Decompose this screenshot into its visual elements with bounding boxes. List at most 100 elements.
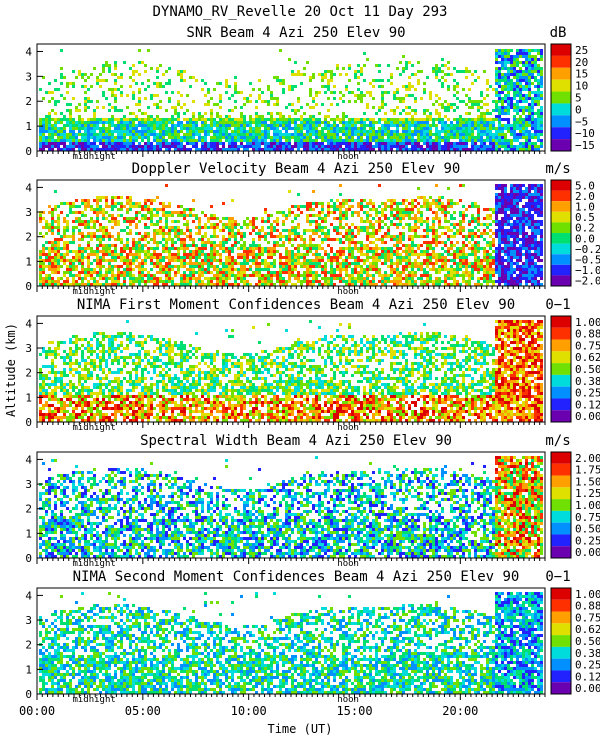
heatmap-cell: [201, 115, 204, 118]
heatmap-cell: [126, 271, 129, 274]
heatmap-cells: [39, 184, 543, 286]
heatmap-cell: [540, 109, 543, 112]
heatmap-cell: [228, 97, 231, 100]
heatmap-cell: [138, 274, 141, 277]
heatmap-cell: [528, 118, 531, 121]
heatmap-cell: [429, 130, 432, 133]
heatmap-cell: [294, 127, 297, 130]
heatmap-cell: [309, 139, 312, 142]
heatmap-cell: [102, 214, 105, 217]
heatmap-cell: [300, 106, 303, 109]
heatmap-cell: [444, 73, 447, 76]
heatmap-cell: [333, 142, 336, 145]
heatmap-cell: [99, 271, 102, 274]
heatmap-cell: [378, 121, 381, 124]
heatmap-cell: [168, 229, 171, 232]
heatmap-cell: [147, 199, 150, 202]
heatmap-cell: [351, 124, 354, 127]
heatmap-cell: [195, 139, 198, 142]
heatmap-cell: [438, 121, 441, 124]
heatmap-cell: [69, 271, 72, 274]
heatmap-cell: [435, 94, 438, 97]
heatmap-cell: [486, 94, 489, 97]
heatmap-cell: [63, 217, 66, 220]
heatmap-cell: [66, 235, 69, 238]
heatmap-cell: [522, 145, 525, 148]
heatmap-cell: [126, 226, 129, 229]
heatmap-cell: [246, 142, 249, 145]
heatmap-cell: [132, 118, 135, 121]
heatmap-cell: [162, 130, 165, 133]
heatmap-cell: [285, 127, 288, 130]
heatmap-cell: [528, 97, 531, 100]
heatmap-cell: [48, 259, 51, 262]
heatmap-cell: [129, 208, 132, 211]
heatmap-cell: [132, 64, 135, 67]
heatmap-cell: [423, 112, 426, 115]
heatmap-cell: [495, 103, 498, 106]
heatmap-cell: [246, 124, 249, 127]
heatmap-cell: [303, 121, 306, 124]
heatmap-cell: [123, 205, 126, 208]
heatmap-cell: [477, 76, 480, 79]
heatmap-cell: [84, 109, 87, 112]
heatmap-cell: [255, 127, 258, 130]
heatmap-cell: [354, 73, 357, 76]
heatmap-cell: [51, 244, 54, 247]
heatmap-cell: [489, 124, 492, 127]
heatmap-cell: [168, 226, 171, 229]
heatmap-cell: [309, 79, 312, 82]
heatmap-cell: [159, 208, 162, 211]
heatmap-cell: [117, 208, 120, 211]
heatmap-cell: [462, 142, 465, 145]
heatmap-cell: [177, 142, 180, 145]
heatmap-cell: [228, 85, 231, 88]
heatmap-cell: [60, 238, 63, 241]
heatmap-cell: [528, 91, 531, 94]
heatmap-cell: [51, 226, 54, 229]
heatmap-cell: [57, 145, 60, 148]
heatmap-cell: [150, 211, 153, 214]
heatmap-cell: [54, 112, 57, 115]
heatmap-cell: [525, 58, 528, 61]
heatmap-cell: [465, 139, 468, 142]
heatmap-cell: [471, 139, 474, 142]
heatmap-cell: [417, 139, 420, 142]
heatmap-cell: [477, 100, 480, 103]
heatmap-cell: [450, 121, 453, 124]
heatmap-cell: [258, 127, 261, 130]
heatmap-cell: [159, 136, 162, 139]
heatmap-cell: [153, 82, 156, 85]
heatmap-cell: [57, 259, 60, 262]
heatmap-cell: [195, 121, 198, 124]
heatmap-cell: [495, 52, 498, 55]
heatmap-cell: [192, 145, 195, 148]
heatmap-cell: [246, 121, 249, 124]
heatmap-cell: [111, 256, 114, 259]
heatmap-cell: [528, 79, 531, 82]
heatmap-cell: [264, 130, 267, 133]
heatmap-cell: [513, 109, 516, 112]
heatmap-cell: [84, 106, 87, 109]
heatmap-cell: [93, 127, 96, 130]
heatmap-cell: [321, 103, 324, 106]
heatmap-cell: [345, 136, 348, 139]
heatmap-cell: [363, 145, 366, 148]
heatmap-cell: [513, 67, 516, 70]
heatmap-cell: [429, 115, 432, 118]
heatmap-cell: [60, 133, 63, 136]
heatmap-cell: [39, 145, 42, 148]
heatmap-cell: [258, 97, 261, 100]
heatmap-cell: [168, 232, 171, 235]
heatmap-cell: [534, 142, 537, 145]
heatmap-cell: [492, 139, 495, 142]
heatmap-cell: [75, 127, 78, 130]
heatmap-cell: [171, 247, 174, 250]
heatmap-cell: [99, 205, 102, 208]
heatmap-cell: [270, 142, 273, 145]
heatmap-cell: [309, 130, 312, 133]
heatmap-cell: [285, 124, 288, 127]
heatmap-cell: [78, 118, 81, 121]
heatmap-cell: [72, 211, 75, 214]
heatmap-cell: [105, 142, 108, 145]
